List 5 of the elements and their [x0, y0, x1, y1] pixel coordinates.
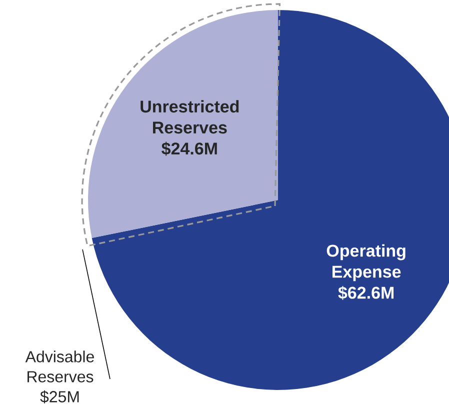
data-label: $62.6M	[338, 286, 394, 300]
text: Advisable Reserves $25M	[25, 350, 94, 404]
slice-label: Operating Expense	[326, 244, 406, 282]
data-label: $24.6M	[162, 142, 217, 156]
slice-label: Unrestricted Reserves	[140, 100, 239, 134]
